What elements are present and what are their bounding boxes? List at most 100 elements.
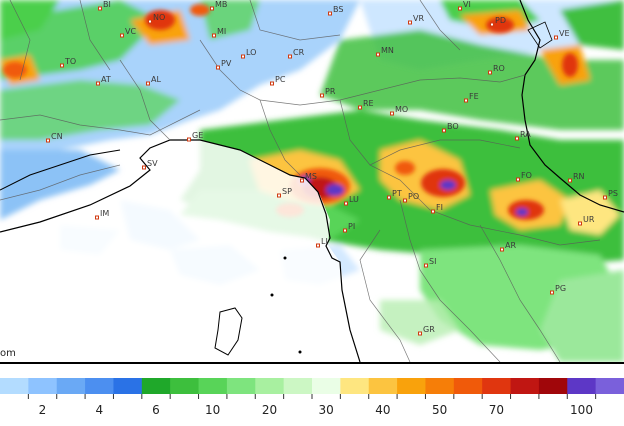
city-label: SV: [147, 159, 158, 168]
country-border: [0, 149, 121, 191]
legend-swatch: [425, 378, 455, 394]
city-marker: [554, 35, 558, 40]
legend-swatch: [170, 378, 200, 394]
city-label: LI: [321, 237, 328, 246]
legend-swatch: [453, 378, 483, 394]
city-marker: [568, 178, 572, 183]
region-borders: [0, 0, 601, 362]
city-marker: [212, 33, 216, 38]
city-label: PG: [555, 284, 566, 293]
city-cr: CR: [288, 48, 305, 59]
legend-swatch: [0, 378, 29, 394]
city-ur: UR: [578, 215, 595, 226]
city-label: AR: [505, 241, 516, 250]
city-pg: PG: [550, 284, 566, 295]
legend-swatch: [226, 378, 256, 394]
city-marker: [418, 331, 422, 336]
city-marker: [210, 6, 214, 11]
city-marker: [431, 209, 435, 214]
city-label: FE: [469, 92, 479, 101]
city-re: RE: [358, 99, 374, 110]
city-si: SI: [424, 257, 436, 268]
city-sp: SP: [277, 187, 292, 198]
city-label: FO: [521, 171, 532, 180]
city-li: LI: [316, 237, 328, 248]
legend-label: 6: [152, 403, 160, 417]
legend-label: 2: [39, 403, 47, 417]
city-label: MS: [305, 172, 317, 181]
city-pt: PT: [387, 189, 402, 200]
city-marker: [344, 201, 348, 206]
city-label: VI: [463, 0, 471, 9]
city-label: BI: [103, 0, 111, 9]
legend-label: 70: [489, 403, 504, 417]
city-label: PD: [495, 16, 506, 25]
partial-watermark: om: [0, 348, 16, 359]
city-mo: MO: [390, 105, 408, 116]
city-label: PI: [348, 222, 355, 231]
city-label: VC: [125, 27, 136, 36]
city-label: VE: [559, 29, 570, 38]
city-markers: BI NO MB BS VR VI PD VC MI VE TO PV LO CR MN RO AT AL PC PR…: [46, 0, 618, 336]
legend-swatch: [538, 378, 568, 394]
city-label: RE: [363, 99, 374, 108]
city-ro: RO: [488, 64, 505, 75]
city-pr: PR: [320, 87, 336, 98]
city-marker: [550, 290, 554, 295]
city-label: CN: [51, 132, 63, 141]
city-label: GE: [192, 131, 203, 140]
city-label: LU: [349, 195, 359, 204]
city-gr: GR: [418, 325, 435, 336]
legend-swatch: [510, 378, 540, 394]
legend-swatch: [312, 378, 341, 394]
city-marker: [146, 81, 150, 86]
city-label: MN: [381, 46, 394, 55]
legend-swatch: [28, 378, 58, 394]
island-elba: [214, 307, 243, 356]
city-ve: VE: [554, 29, 570, 40]
city-vc: VC: [120, 27, 136, 38]
city-ar: AR: [500, 241, 516, 252]
city-vr: VR: [408, 14, 424, 25]
city-vi: VI: [458, 0, 471, 11]
city-ra: RA: [515, 130, 531, 141]
city-pv: PV: [216, 59, 232, 70]
city-marker: [120, 33, 124, 38]
city-marker: [187, 137, 191, 142]
city-label: FI: [436, 203, 443, 212]
legend-swatch: [368, 378, 398, 394]
city-marker: [343, 228, 347, 233]
city-marker: [458, 6, 462, 11]
city-marker: [60, 63, 64, 68]
city-label: PC: [275, 75, 286, 84]
city-label: BO: [447, 122, 459, 131]
city-lo: LO: [241, 48, 256, 59]
city-rn: RN: [568, 172, 585, 183]
city-marker: [95, 215, 99, 220]
city-label: MI: [217, 27, 226, 36]
city-label: BS: [333, 5, 343, 14]
city-bo: BO: [442, 122, 459, 133]
legend-swatch: [567, 378, 597, 394]
city-marker: [403, 198, 407, 203]
city-marker: [464, 98, 468, 103]
city-marker: [603, 195, 607, 200]
city-pd: PD: [490, 16, 506, 27]
city-po: PO: [403, 192, 419, 203]
legend-label: 30: [319, 403, 334, 417]
city-label: PR: [325, 87, 336, 96]
city-label: PS: [608, 189, 618, 198]
city-label: MB: [215, 0, 227, 9]
city-bi: BI: [98, 0, 111, 11]
city-label: AL: [151, 75, 161, 84]
precipitation-legend: 2 4 6 10 20 30 40 50 70 100: [0, 378, 624, 417]
legend-label: 100: [570, 403, 593, 417]
city-marker: [316, 243, 320, 248]
sea-area: [0, 140, 360, 362]
city-marker: [320, 93, 324, 98]
city-label: SP: [282, 187, 292, 196]
city-ps: PS: [603, 189, 618, 200]
city-to: TO: [60, 57, 76, 68]
city-marker: [270, 81, 274, 86]
city-marker: [96, 81, 100, 86]
